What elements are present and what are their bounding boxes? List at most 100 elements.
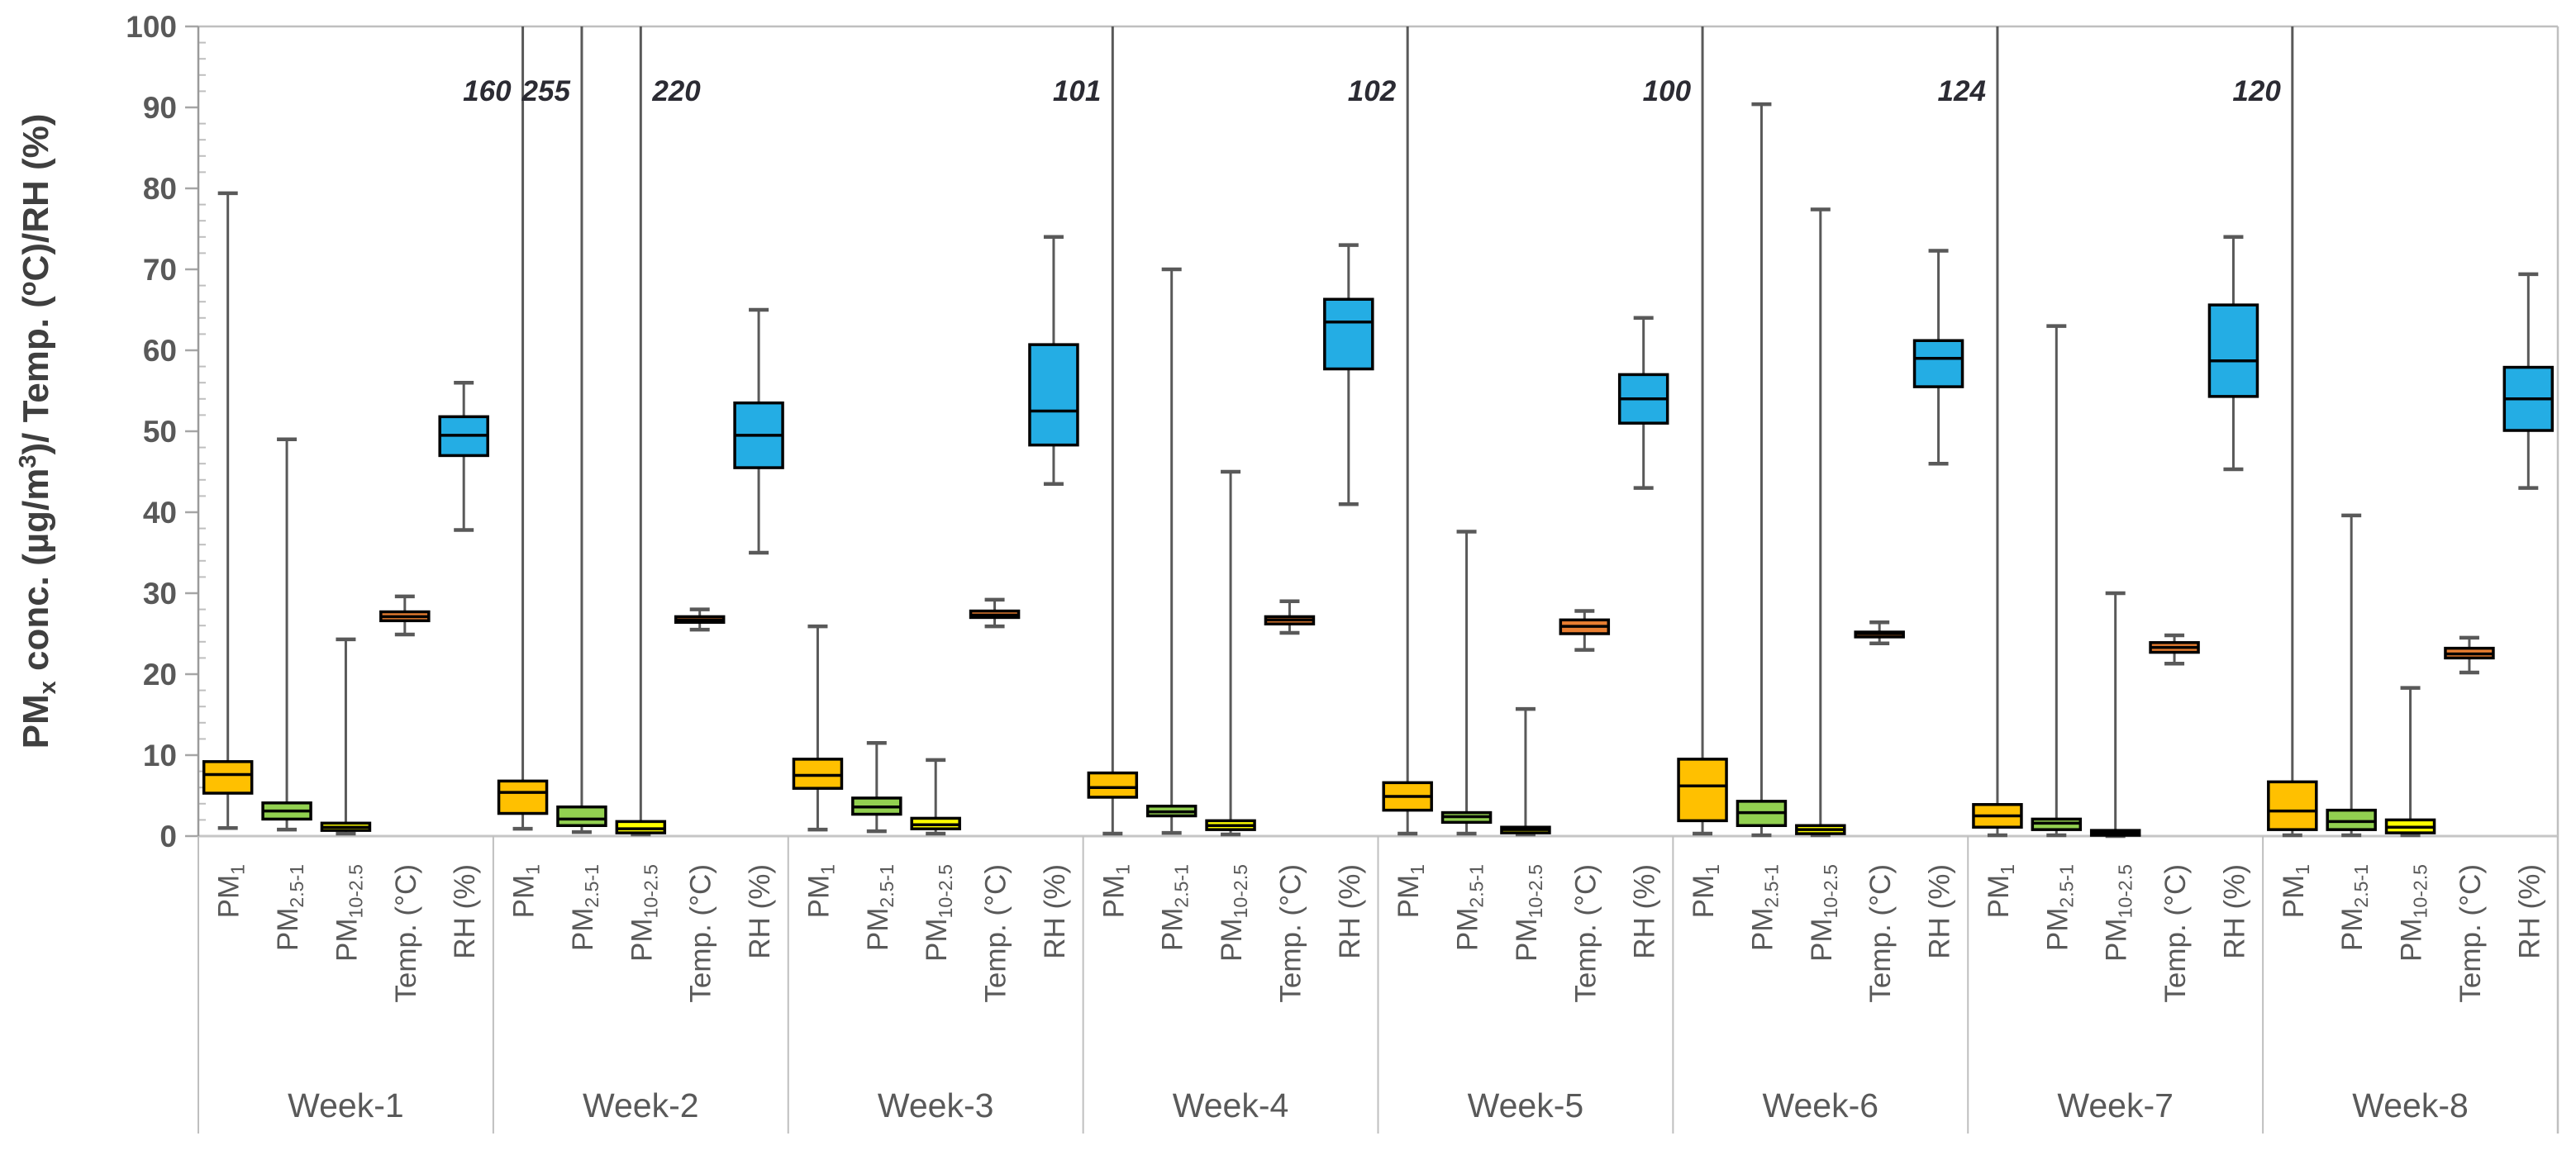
category-label-week2-pm2_5-1-segment: 2.5-1 xyxy=(581,864,602,908)
category-label-week3-pm10-2_5: PM10-2.5 xyxy=(921,864,956,962)
y-tick-label-80: 80 xyxy=(143,172,177,206)
category-label-week6-pm10-2_5: PM10-2.5 xyxy=(1806,864,1841,962)
category-label-week2-pm2_5-1: PM2.5-1 xyxy=(567,864,602,951)
category-label-week3-pm2_5-1-segment: 2.5-1 xyxy=(876,864,898,908)
week-label-7: Week-7 xyxy=(2057,1086,2174,1124)
annotation-max-week2-pm1-segment: 160 xyxy=(463,75,512,107)
y-tick-label-10-segment: 10 xyxy=(143,739,177,772)
category-label-week7-pm10-2_5-segment: 10-2.5 xyxy=(2115,864,2136,918)
category-label-week1-pm2_5-1-segment: PM xyxy=(272,908,304,952)
category-label-week8-pm1: PM1 xyxy=(2278,864,2313,918)
category-label-week5-pm10-2_5: PM10-2.5 xyxy=(1511,864,1546,962)
category-label-week5-pm2_5-1: PM2.5-1 xyxy=(1452,864,1488,951)
y-tick-label-50-segment: 50 xyxy=(143,415,177,449)
annotation-max-week6-pm1-segment: 100 xyxy=(1643,75,1692,107)
box-week4-pm1 xyxy=(1087,771,1139,799)
annotation-max-week6-pm1: 100 xyxy=(1643,75,1692,107)
box-week3-pm1 xyxy=(792,758,844,790)
week-label-5-segment: Week-5 xyxy=(1468,1086,1584,1124)
week-label-1: Week-1 xyxy=(288,1086,404,1124)
category-label-week5-pm10-2_5-segment: PM xyxy=(1511,918,1543,962)
category-label-week2-pm2_5-1-segment: PM xyxy=(567,908,599,952)
category-label-week1-pm2_5-1-segment: 2.5-1 xyxy=(286,864,307,908)
week-label-8-segment: Week-8 xyxy=(2352,1086,2469,1124)
box-week8-pm1 xyxy=(2267,780,2318,831)
category-label-week1-pm1-segment: 1 xyxy=(227,864,249,875)
box-week6-rh xyxy=(1912,339,1964,388)
category-label-week1-temp-segment: Temp. (°C) xyxy=(390,864,422,1003)
annotation-max-week4-pm1-segment: 101 xyxy=(1053,75,1101,107)
category-label-week2-rh-segment: RH (%) xyxy=(744,864,776,959)
category-label-week4-rh: RH (%) xyxy=(1334,864,1366,959)
annotation-max-week7-pm1-segment: 124 xyxy=(1938,75,1986,107)
category-label-week1-pm2_5-1: PM2.5-1 xyxy=(272,864,307,951)
category-label-week3-pm10-2_5-segment: 10-2.5 xyxy=(935,864,956,918)
y-tick-label-70: 70 xyxy=(143,253,177,287)
category-label-week5-rh-segment: RH (%) xyxy=(1629,864,1661,959)
category-label-week8-rh-segment: RH (%) xyxy=(2513,864,2545,959)
category-label-week8-rh: RH (%) xyxy=(2513,864,2545,959)
category-label-week6-temp: Temp. (°C) xyxy=(1864,864,1897,1003)
category-label-week6-pm1: PM1 xyxy=(1688,864,1723,918)
category-label-week2-pm10-2_5-segment: 10-2.5 xyxy=(640,864,661,918)
week-label-8: Week-8 xyxy=(2352,1086,2469,1124)
box-week1-pm1 xyxy=(202,760,254,795)
y-tick-label-20-segment: 20 xyxy=(143,658,177,692)
category-label-week6-pm10-2_5-segment: PM xyxy=(1806,918,1838,962)
category-label-week7-temp: Temp. (°C) xyxy=(2159,864,2192,1003)
category-label-week7-pm1-segment: 1 xyxy=(1997,864,2018,875)
category-label-week4-pm1-segment: PM xyxy=(1098,875,1130,919)
category-label-week8-pm10-2_5-segment: PM xyxy=(2396,918,2428,962)
category-label-week4-pm10-2_5: PM10-2.5 xyxy=(1216,864,1251,962)
y-tick-label-30-segment: 30 xyxy=(143,577,177,611)
category-label-week4-pm1: PM1 xyxy=(1098,864,1133,918)
category-label-week4-pm2_5-1: PM2.5-1 xyxy=(1157,864,1193,951)
y-axis-title-segment: x xyxy=(35,681,61,694)
category-label-week3-pm2_5-1: PM2.5-1 xyxy=(862,864,898,951)
annotation-max-week2-pm10-2_5: 220 xyxy=(651,75,701,107)
category-label-week1-pm10-2_5: PM10-2.5 xyxy=(331,864,366,962)
category-label-week6-temp-segment: Temp. (°C) xyxy=(1864,864,1897,1003)
category-label-week5-pm2_5-1-segment: 2.5-1 xyxy=(1466,864,1488,908)
category-label-week7-rh: RH (%) xyxy=(2218,864,2250,959)
category-label-week3-pm1: PM1 xyxy=(802,864,838,918)
y-tick-label-70-segment: 70 xyxy=(143,253,177,287)
category-label-week5-temp: Temp. (°C) xyxy=(1569,864,1602,1003)
y-tick-label-20: 20 xyxy=(143,658,177,692)
y-tick-label-50: 50 xyxy=(143,415,177,449)
week-label-1-segment: Week-1 xyxy=(288,1086,404,1124)
category-label-week7-temp-segment: Temp. (°C) xyxy=(2159,864,2192,1003)
category-label-week3-pm10-2_5-segment: PM xyxy=(921,918,953,962)
category-label-week8-pm1-segment: PM xyxy=(2278,875,2310,919)
category-label-week6-pm1-segment: PM xyxy=(1688,875,1720,919)
annotation-max-week5-pm1: 102 xyxy=(1348,75,1397,107)
category-label-week1-temp: Temp. (°C) xyxy=(390,864,422,1003)
category-label-week8-pm10-2_5-segment: 10-2.5 xyxy=(2410,864,2431,918)
box-week2-pm2_5-1 xyxy=(556,805,607,828)
y-tick-label-0: 0 xyxy=(160,820,177,853)
week-label-2: Week-2 xyxy=(583,1086,699,1124)
category-label-week4-pm10-2_5-segment: PM xyxy=(1216,918,1248,962)
category-label-week2-pm1-segment: 1 xyxy=(522,864,544,875)
category-label-week6-rh: RH (%) xyxy=(1924,864,1956,959)
category-label-week8-pm1-segment: 1 xyxy=(2292,864,2313,875)
category-label-week5-pm10-2_5-segment: 10-2.5 xyxy=(1525,864,1546,918)
category-label-week3-temp-segment: Temp. (°C) xyxy=(980,864,1012,1003)
category-label-week2-rh: RH (%) xyxy=(744,864,776,959)
week-label-5: Week-5 xyxy=(1468,1086,1584,1124)
week-label-6-segment: Week-6 xyxy=(1763,1086,1879,1124)
y-tick-label-40-segment: 40 xyxy=(143,496,177,530)
category-label-week1-rh-segment: RH (%) xyxy=(449,864,481,959)
annotation-max-week2-pm10-2_5-segment: 220 xyxy=(651,75,701,107)
annotation-max-week7-pm1: 124 xyxy=(1938,75,1986,107)
category-label-week8-temp: Temp. (°C) xyxy=(2455,864,2487,1003)
category-label-week8-temp-segment: Temp. (°C) xyxy=(2455,864,2487,1003)
category-label-week2-pm10-2_5: PM10-2.5 xyxy=(626,864,661,962)
category-label-week8-pm2_5-1-segment: PM xyxy=(2336,908,2369,952)
y-axis-title-segment: conc. (µg/m xyxy=(16,468,56,682)
y-tick-label-90-segment: 90 xyxy=(143,91,177,125)
y-tick-label-0-segment: 0 xyxy=(160,820,177,853)
category-label-week5-pm2_5-1-segment: PM xyxy=(1452,908,1484,952)
category-label-week4-temp-segment: Temp. (°C) xyxy=(1274,864,1307,1003)
